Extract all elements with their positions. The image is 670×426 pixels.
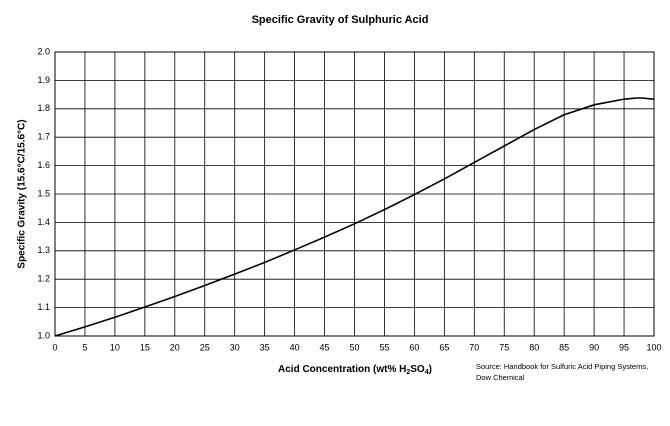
y-tick-label: 1.5 <box>37 188 50 198</box>
x-tick-label: 85 <box>559 342 569 352</box>
plot-border <box>54 51 655 337</box>
x-label-sub: 2 <box>406 369 410 376</box>
y-tick-label: 1.4 <box>37 217 50 227</box>
y-tick-label: 1.6 <box>37 160 50 170</box>
y-tick-label: 1.0 <box>37 330 50 340</box>
source-note: Source: Handbook for Sulfuric Acid Pipin… <box>476 362 648 371</box>
y-tick-label: 1.7 <box>37 132 50 142</box>
x-label-part: SO <box>410 364 425 375</box>
y-tick-label: 1.1 <box>37 302 50 312</box>
x-tick-label: 55 <box>379 342 389 352</box>
y-tick-label: 1.9 <box>37 75 50 85</box>
x-label-sub: 4 <box>425 369 429 376</box>
x-tick-label: 20 <box>170 342 180 352</box>
x-tick-label: 40 <box>290 342 300 352</box>
y-tick-label: 1.3 <box>37 245 50 255</box>
x-axis-label: Acid Concentration (wt% H2SO4) <box>278 364 432 376</box>
x-tick-label: 35 <box>260 342 270 352</box>
x-tick-label: 10 <box>110 342 120 352</box>
source-note: Dow Chemical <box>476 373 525 382</box>
x-tick-label: 0 <box>52 342 57 352</box>
x-tick-label: 100 <box>646 342 661 352</box>
x-tick-label: 65 <box>439 342 449 352</box>
x-tick-label: 25 <box>200 342 210 352</box>
x-tick-label: 75 <box>499 342 509 352</box>
x-tick-label: 5 <box>82 342 87 352</box>
x-label-part: ) <box>429 364 432 375</box>
x-tick-label: 15 <box>140 342 150 352</box>
x-tick-label: 60 <box>409 342 419 352</box>
x-tick-label: 30 <box>230 342 240 352</box>
chart-title: Specific Gravity of Sulphuric Acid <box>252 14 429 26</box>
data-line <box>54 97 655 337</box>
y-tick-label: 1.2 <box>37 274 50 284</box>
x-tick-label: 45 <box>320 342 330 352</box>
x-tick-label: 70 <box>469 342 479 352</box>
y-tick-label: 2.0 <box>37 46 50 56</box>
y-axis-label: Specific Gravity (15.6°C/15.6°C) <box>17 119 28 268</box>
x-tick-label: 50 <box>349 342 359 352</box>
x-tick-label: 80 <box>529 342 539 352</box>
x-tick-label: 90 <box>589 342 599 352</box>
x-label-part: Acid Concentration (wt% H <box>278 364 406 375</box>
x-tick-label: 95 <box>619 342 629 352</box>
y-tick-label: 1.8 <box>37 103 50 113</box>
